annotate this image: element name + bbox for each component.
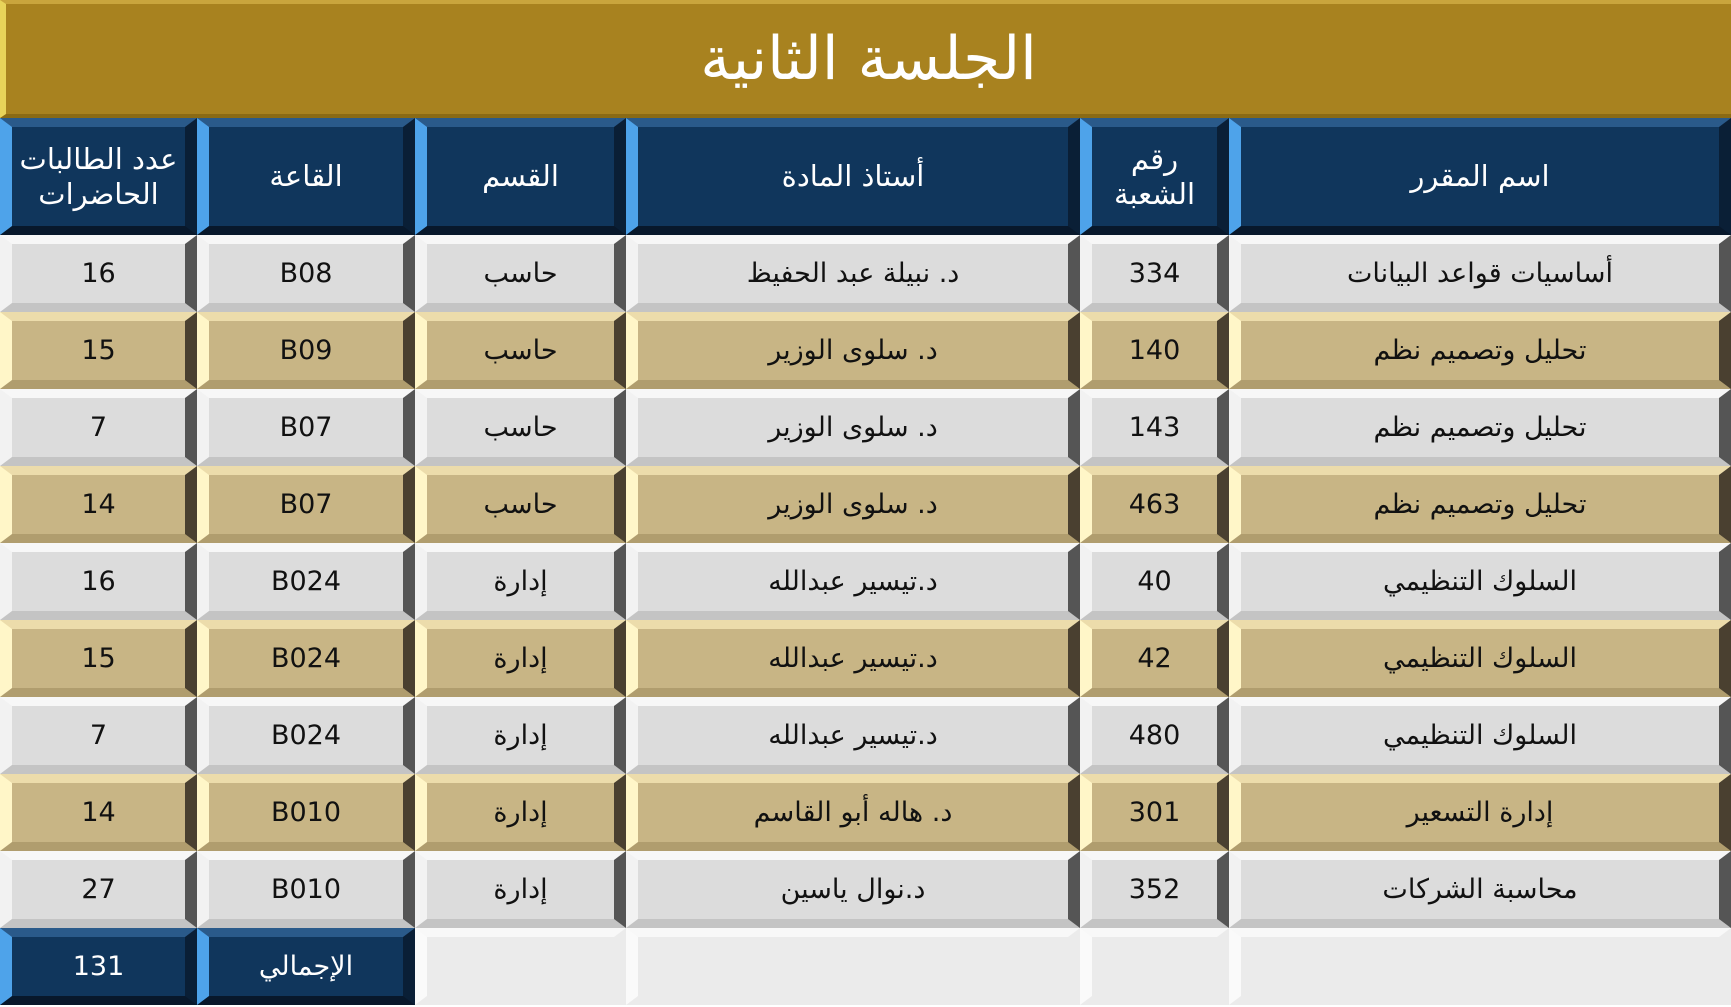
cell-section-number: 301 [1080,774,1229,851]
cell-room: B09 [197,312,415,389]
cell-section-number: 334 [1080,235,1229,312]
cell-course-name: تحليل وتصميم نظم [1229,466,1731,543]
cell-room: B07 [197,389,415,466]
cell-department: حاسب [415,466,626,543]
cell-room: B08 [197,235,415,312]
attendance-table: اسم المقرر رقم الشعبة أستاذ المادة القسم الق… [0,118,1731,1005]
cell-attendee-count: 16 [0,543,197,620]
cell-room: B024 [197,543,415,620]
cell-course-name: إدارة التسعير [1229,774,1731,851]
cell-room: B024 [197,697,415,774]
total-empty-cell [1229,928,1731,1005]
total-empty-cell [415,928,626,1005]
cell-course-name: السلوك التنظيمي [1229,697,1731,774]
cell-section-number: 40 [1080,543,1229,620]
cell-department: حاسب [415,235,626,312]
header-room: القاعة [197,118,415,235]
header-attendee-count: عدد الطالبات الحاضرات [0,118,197,235]
cell-course-name: تحليل وتصميم نظم [1229,312,1731,389]
cell-department: حاسب [415,312,626,389]
cell-instructor: د.تيسير عبدالله [626,697,1080,774]
cell-course-name: السلوك التنظيمي [1229,543,1731,620]
total-value: 131 [0,928,197,1005]
cell-attendee-count: 15 [0,620,197,697]
cell-section-number: 42 [1080,620,1229,697]
header-department: القسم [415,118,626,235]
cell-section-number: 143 [1080,389,1229,466]
cell-instructor: د.تيسير عبدالله [626,620,1080,697]
cell-attendee-count: 27 [0,851,197,928]
header-course-name: اسم المقرر [1229,118,1731,235]
cell-room: B010 [197,774,415,851]
cell-instructor: د. سلوى الوزير [626,389,1080,466]
total-empty-cell [1080,928,1229,1005]
page-title: الجلسة الثانية [0,0,1731,118]
cell-instructor: د. سلوى الوزير [626,312,1080,389]
cell-attendee-count: 7 [0,389,197,466]
cell-department: إدارة [415,774,626,851]
cell-room: B010 [197,851,415,928]
cell-instructor: د.تيسير عبدالله [626,543,1080,620]
cell-attendee-count: 7 [0,697,197,774]
cell-department: إدارة [415,851,626,928]
cell-department: إدارة [415,620,626,697]
cell-course-name: السلوك التنظيمي [1229,620,1731,697]
cell-instructor: د. سلوى الوزير [626,466,1080,543]
cell-attendee-count: 14 [0,466,197,543]
cell-section-number: 463 [1080,466,1229,543]
header-instructor: أستاذ المادة [626,118,1080,235]
cell-section-number: 352 [1080,851,1229,928]
cell-department: حاسب [415,389,626,466]
cell-attendee-count: 16 [0,235,197,312]
cell-attendee-count: 14 [0,774,197,851]
total-label: الإجمالي [197,928,415,1005]
cell-instructor: د.نوال ياسين [626,851,1080,928]
cell-course-name: محاسبة الشركات [1229,851,1731,928]
header-section-number: رقم الشعبة [1080,118,1229,235]
cell-attendee-count: 15 [0,312,197,389]
cell-instructor: د. نبيلة عبد الحفيظ [626,235,1080,312]
cell-section-number: 140 [1080,312,1229,389]
cell-course-name: أساسيات قواعد البيانات [1229,235,1731,312]
cell-room: B024 [197,620,415,697]
cell-section-number: 480 [1080,697,1229,774]
cell-course-name: تحليل وتصميم نظم [1229,389,1731,466]
total-empty-cell [626,928,1080,1005]
cell-department: إدارة [415,543,626,620]
cell-room: B07 [197,466,415,543]
cell-department: إدارة [415,697,626,774]
cell-instructor: د. هاله أبو القاسم [626,774,1080,851]
